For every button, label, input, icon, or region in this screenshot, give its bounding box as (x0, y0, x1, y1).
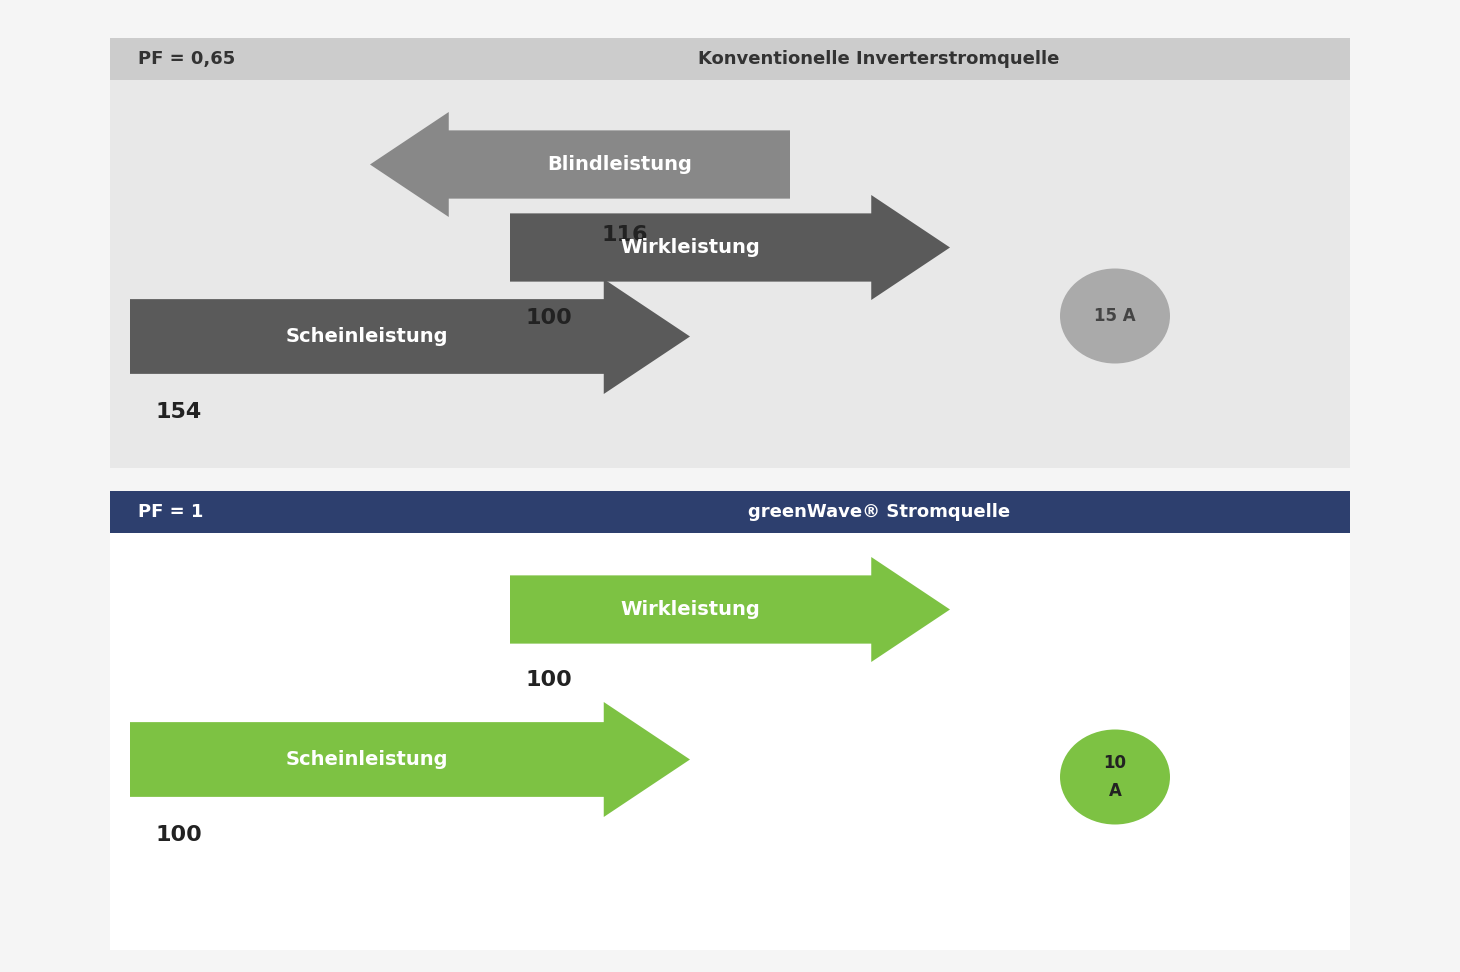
Polygon shape (510, 557, 950, 662)
Text: Wirkleistung: Wirkleistung (620, 600, 761, 619)
Text: Konventionelle Inverterstromquelle: Konventionelle Inverterstromquelle (698, 50, 1060, 68)
Text: PF = 1: PF = 1 (139, 503, 203, 521)
Bar (110, 38, 1351, 468)
Text: 10: 10 (1104, 754, 1127, 772)
Polygon shape (130, 279, 691, 394)
Text: Scheinleistung: Scheinleistung (286, 327, 448, 346)
Text: Wirkleistung: Wirkleistung (620, 238, 761, 257)
Text: A: A (1108, 782, 1121, 800)
Text: 100: 100 (155, 825, 201, 845)
Polygon shape (130, 702, 691, 817)
Text: PF = 0,65: PF = 0,65 (139, 50, 235, 68)
Bar (110, 38, 1351, 80)
Bar (110, 491, 1351, 950)
Text: greenWave® Stromquelle: greenWave® Stromquelle (748, 503, 1010, 521)
Text: Scheinleistung: Scheinleistung (286, 750, 448, 769)
Polygon shape (510, 195, 950, 300)
Text: 15 A: 15 A (1094, 307, 1136, 325)
Text: 154: 154 (155, 402, 201, 422)
Text: 100: 100 (526, 670, 572, 690)
Ellipse shape (1060, 730, 1169, 824)
Polygon shape (369, 112, 790, 217)
Bar (110, 491, 1351, 533)
Text: Blindleistung: Blindleistung (548, 155, 692, 174)
Text: 116: 116 (602, 225, 647, 245)
Text: 100: 100 (526, 308, 572, 328)
Ellipse shape (1060, 268, 1169, 364)
